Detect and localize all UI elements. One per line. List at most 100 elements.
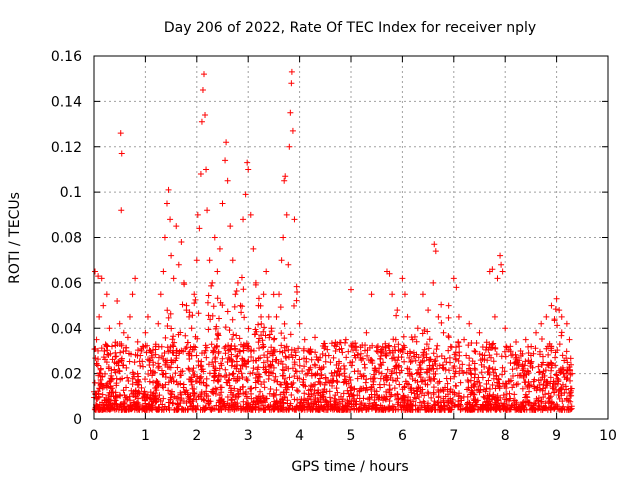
data-point-dense [218, 384, 225, 391]
data-point-dense [365, 403, 372, 410]
data-point [281, 177, 288, 184]
data-point-dense [490, 391, 497, 398]
data-point-dense [495, 376, 502, 383]
data-point-dense [374, 348, 381, 355]
data-point-dense [96, 370, 103, 377]
data-point-dense [413, 370, 420, 377]
data-point-dense [294, 375, 301, 382]
data-point-dense [386, 342, 393, 349]
data-point-dense [229, 316, 236, 323]
data-point-dense [525, 350, 532, 357]
data-point [294, 288, 301, 295]
data-point-dense [511, 391, 518, 398]
data-point-dense [198, 358, 205, 365]
data-point [466, 320, 473, 327]
data-point-dense [229, 358, 236, 365]
data-point-dense [312, 372, 319, 379]
data-point-dense [510, 381, 517, 388]
data-point-dense [503, 343, 510, 350]
data-point-dense [525, 357, 532, 364]
data-point-dense [182, 332, 189, 339]
data-point-dense [216, 399, 223, 406]
data-point-dense [130, 392, 137, 399]
data-point-dense [95, 406, 102, 413]
data-point-dense [168, 388, 175, 395]
data-point-dense [334, 379, 341, 386]
data-point-dense [323, 406, 330, 413]
data-point-dense [112, 339, 119, 346]
x-tick-label: 0 [90, 428, 99, 444]
x-axis-label: GPS time / hours [291, 459, 408, 475]
data-point [288, 68, 295, 75]
data-point-dense [361, 361, 368, 368]
data-point-dense [122, 394, 129, 401]
data-point-dense [258, 381, 265, 388]
data-point-dense [340, 379, 347, 386]
data-point-dense [404, 365, 411, 372]
data-point-dense [551, 405, 558, 412]
data-point [348, 286, 354, 293]
data-point [440, 329, 447, 336]
data-point-dense [186, 309, 193, 316]
data-point-dense [120, 362, 127, 369]
data-point [389, 291, 396, 298]
data-point [502, 325, 509, 332]
data-point-dense [393, 362, 400, 369]
data-point [114, 298, 121, 305]
data-point-dense [468, 384, 475, 391]
data-point-dense [158, 352, 165, 359]
data-point-dense [132, 351, 139, 358]
data-point-dense [431, 358, 438, 365]
data-point-dense [219, 355, 226, 362]
data-point-dense [503, 380, 510, 387]
data-point-dense [215, 350, 222, 357]
data-point-dense [156, 392, 163, 399]
data-point-dense [546, 394, 553, 401]
data-point-dense [160, 356, 167, 363]
data-point-dense [364, 352, 371, 359]
data-point-dense [164, 307, 171, 314]
data-point-dense [214, 295, 221, 302]
data-point-dense [170, 343, 177, 350]
data-point [250, 245, 257, 252]
data-point-dense [224, 393, 231, 400]
data-point-dense [315, 378, 322, 385]
data-point-dense [212, 354, 219, 361]
data-point-dense [516, 357, 523, 364]
data-point-dense [432, 370, 439, 377]
data-point-dense [180, 384, 187, 391]
data-point-dense [191, 300, 198, 307]
data-point-dense [319, 342, 326, 349]
data-point-dense [232, 393, 239, 400]
data-point-dense [531, 376, 538, 383]
data-point-dense [343, 403, 350, 410]
data-point-dense [314, 390, 321, 397]
data-point-dense [520, 365, 527, 372]
data-point-dense [210, 363, 217, 370]
data-point-dense [171, 339, 178, 346]
data-point-dense [256, 345, 263, 352]
data-point-dense [394, 401, 401, 408]
data-point-dense [209, 359, 216, 366]
data-point-dense [532, 406, 539, 413]
data-point [553, 295, 560, 302]
data-point-dense [318, 372, 325, 379]
data-point-dense [259, 341, 266, 348]
data-point-dense [406, 348, 413, 355]
data-point-dense [239, 303, 246, 310]
data-point-dense [174, 400, 181, 407]
data-point [118, 207, 125, 214]
data-point-dense [525, 369, 532, 376]
data-point-dense [555, 391, 562, 398]
data-point-dense [112, 369, 119, 376]
data-point-dense [492, 366, 499, 373]
data-point-dense [238, 406, 245, 413]
data-point-dense [527, 363, 534, 370]
data-point-dense [364, 386, 371, 393]
data-point-dense [399, 346, 406, 353]
data-point-dense [285, 383, 292, 390]
data-point-dense [551, 316, 558, 323]
data-point-dense [105, 401, 112, 408]
data-point-dense [493, 405, 500, 412]
data-point-dense [564, 374, 571, 381]
